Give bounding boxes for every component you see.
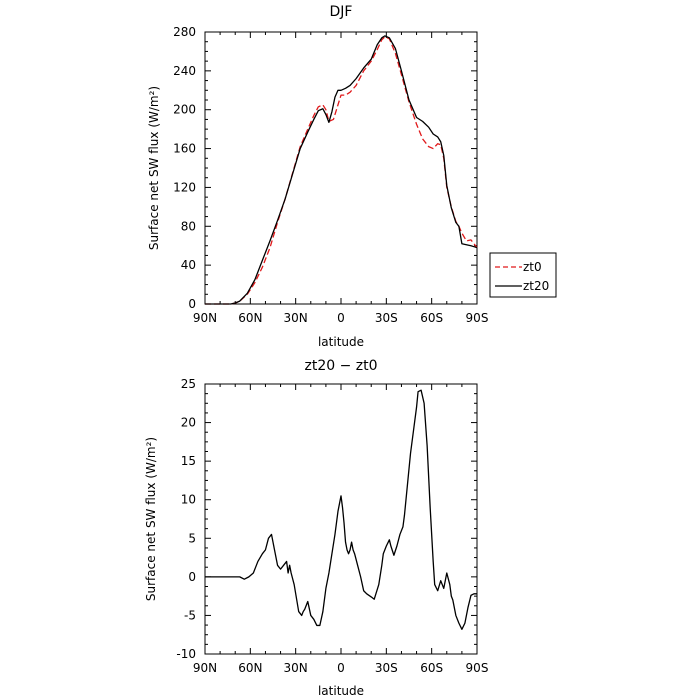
top-chart-y-ticks: 0 40 80 120 160 200 240 280 <box>173 25 477 311</box>
top-chart-y-tick-label: 200 <box>173 103 196 117</box>
bottom-chart-x-ticks: 90N 60N 30N 0 30S 60S 90S <box>193 384 489 675</box>
legend-box <box>489 252 557 298</box>
legend: zt0 zt20 <box>489 252 557 298</box>
top-chart: DJF 90N 60N 30N 0 30S 60S 90S 0 40 80 120 160 200 24… <box>147 4 557 349</box>
legend-label-zt0: zt0 <box>523 260 542 274</box>
top-chart-y-tick-label: 240 <box>173 64 196 78</box>
top-chart-x-tick-label: 90N <box>193 311 217 325</box>
bottom-chart-y-tick-label: 0 <box>188 570 196 584</box>
bottom-chart-y-ticks: -10 -5 0 5 10 15 20 25 <box>176 377 477 661</box>
top-chart-x-axis-label: latitude <box>318 335 364 349</box>
bottom-chart-plot-frame <box>204 383 478 655</box>
bottom-chart-x-axis-label: latitude <box>318 684 364 698</box>
top-chart-x-tick-label: 30S <box>375 311 398 325</box>
top-chart-x-tick-label: 60S <box>420 311 443 325</box>
top-chart-y-axis-label: Surface net SW flux (W/m²) <box>147 86 161 250</box>
bottom-chart-y-tick-label: 5 <box>188 531 196 545</box>
bottom-chart-y-tick-label: 15 <box>181 454 196 468</box>
bottom-chart-y-tick-label: -10 <box>176 647 196 661</box>
top-chart-x-tick-label: 0 <box>337 311 345 325</box>
top-chart-title: DJF <box>330 4 353 20</box>
bottom-chart-x-tick-label: 0 <box>337 661 345 675</box>
top-chart-y-tick-label: 80 <box>181 219 196 233</box>
bottom-chart: zt20 − zt0 90N 60N 30N 0 30S 60S 90S -10 -5 0 5 10… <box>144 358 488 698</box>
top-chart-y-tick-label: 280 <box>173 25 196 39</box>
top-chart-plot-frame <box>204 31 478 305</box>
bottom-chart-y-tick-label: 25 <box>181 377 196 391</box>
bottom-chart-y-tick-label: 20 <box>181 416 196 430</box>
bottom-chart-title: zt20 − zt0 <box>304 358 377 374</box>
bottom-chart-x-tick-label: 60S <box>420 661 443 675</box>
top-chart-x-tick-label: 90S <box>466 311 489 325</box>
bottom-chart-x-tick-label: 30N <box>284 661 308 675</box>
bottom-chart-x-tick-label: 30S <box>375 661 398 675</box>
top-chart-y-tick-label: 160 <box>173 142 196 156</box>
bottom-chart-y-tick-label: -5 <box>184 608 196 622</box>
top-chart-y-tick-label: 0 <box>188 297 196 311</box>
bottom-chart-x-tick-label: 90N <box>193 661 217 675</box>
top-chart-y-tick-label: 120 <box>173 180 196 194</box>
legend-label-zt20: zt20 <box>523 279 549 293</box>
top-chart-x-ticks: 90N 60N 30N 0 30S 60S 90S <box>193 32 489 325</box>
top-chart-series <box>205 35 478 305</box>
top-chart-x-tick-label: 60N <box>238 311 262 325</box>
bottom-chart-y-tick-label: 10 <box>181 493 196 507</box>
top-chart-series-zt0-line <box>205 36 478 305</box>
bottom-chart-x-tick-label: 90S <box>466 661 489 675</box>
bottom-chart-x-tick-label: 60N <box>238 661 262 675</box>
bottom-chart-y-axis-label: Surface net SW flux (W/m²) <box>144 437 158 601</box>
top-chart-y-tick-label: 40 <box>181 258 196 272</box>
bottom-chart-series-difference-line <box>205 389 477 630</box>
top-chart-series-zt20-line <box>205 35 478 305</box>
top-chart-x-tick-label: 30N <box>284 311 308 325</box>
bottom-chart-series <box>205 389 477 630</box>
